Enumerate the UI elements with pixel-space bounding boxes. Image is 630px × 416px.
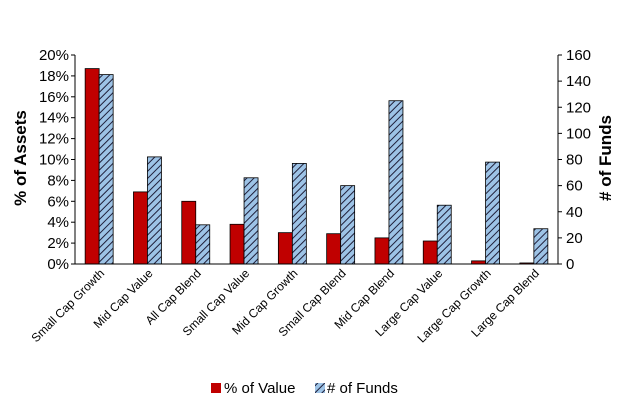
left-tick-label: 16%	[39, 89, 69, 106]
legend-swatch-value	[211, 383, 221, 393]
bar-value	[422, 240, 438, 265]
right-tick-label: 80	[566, 152, 583, 169]
bar-funds	[436, 204, 452, 265]
bar-value	[84, 68, 100, 265]
left-axis-ticks: 0% 2% 4% 6% 8% 10% 12% 14% 16% 18% 20%	[39, 47, 75, 273]
right-tick-label: 100	[566, 125, 591, 142]
left-tick-label: 18%	[39, 68, 69, 85]
left-tick-label: 0%	[47, 256, 69, 273]
right-tick-label: 0	[566, 256, 574, 273]
bar-funds	[98, 74, 114, 265]
bar-funds	[533, 228, 549, 265]
right-tick-label: 40	[566, 204, 583, 221]
bar-value	[181, 200, 197, 265]
legend-label-funds: # of Funds	[327, 380, 398, 397]
bar-funds	[340, 185, 356, 265]
left-tick-label: 6%	[47, 193, 69, 210]
legend: % of Value # of Funds	[211, 380, 398, 397]
left-tick-label: 8%	[47, 172, 69, 189]
bar-funds	[147, 156, 162, 265]
bar-value	[133, 191, 148, 265]
right-tick-label: 20	[566, 230, 583, 247]
bar-funds	[195, 224, 211, 265]
legend-label-value: % of Value	[224, 380, 295, 397]
left-tick-label: 14%	[39, 110, 69, 127]
right-axis-title: # of Funds	[596, 115, 615, 201]
bar-funds	[388, 100, 404, 265]
bar-funds	[291, 163, 307, 265]
left-tick-label: 20%	[39, 47, 69, 64]
bar-value	[374, 237, 390, 265]
bar-funds	[243, 177, 259, 265]
bar-value	[326, 233, 342, 265]
right-tick-label: 140	[566, 73, 591, 90]
right-axis-ticks: 0 20 40 60 80 100 120 140 160	[558, 47, 591, 273]
left-tick-label: 12%	[39, 131, 69, 148]
left-axis-title: % of Assets	[11, 110, 30, 206]
bar-funds	[485, 161, 500, 265]
right-tick-label: 60	[566, 178, 583, 195]
left-tick-label: 10%	[39, 152, 69, 169]
left-tick-label: 2%	[47, 235, 69, 252]
right-tick-label: 160	[566, 47, 591, 64]
legend-swatch-funds	[315, 383, 325, 393]
category-label: Small Cap Growth	[29, 266, 108, 345]
bar-value	[277, 232, 293, 265]
plot-area	[74, 55, 559, 265]
left-tick-label: 4%	[47, 214, 69, 231]
bar-value	[229, 223, 245, 265]
right-tick-label: 120	[566, 99, 591, 116]
